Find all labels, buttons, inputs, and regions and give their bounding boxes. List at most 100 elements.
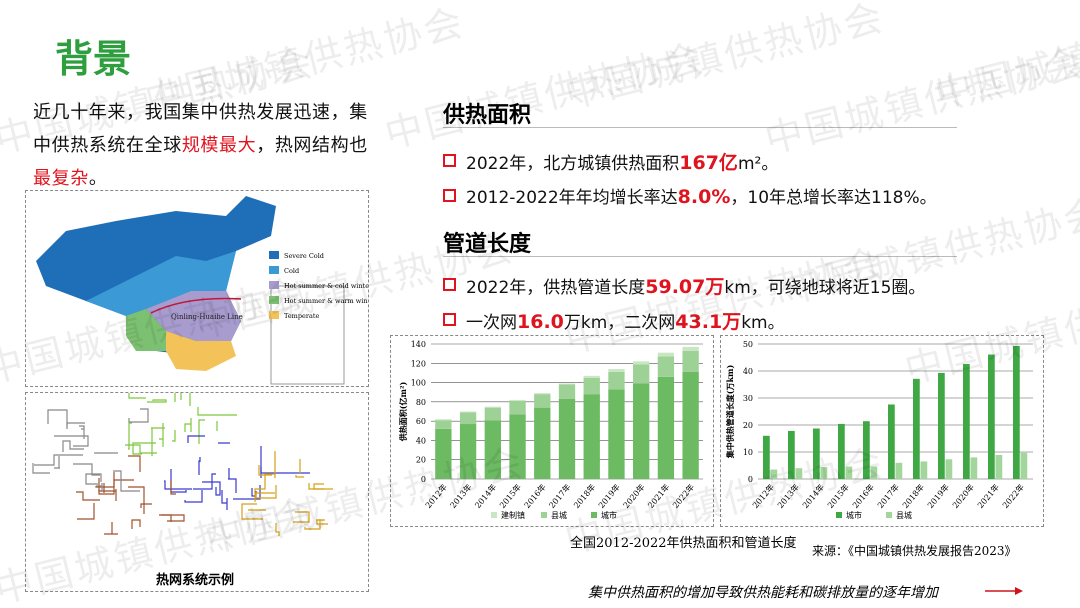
- y-tick-label: 0: [421, 475, 426, 484]
- network-caption: 热网系统示例: [156, 573, 235, 588]
- watermark: 中国城镇供热协会: [930, 0, 1080, 117]
- bullet-square: [443, 278, 456, 291]
- bullet-text: 一次网16.0万km，二次网43.1万km。: [466, 307, 785, 334]
- bar-segment: [682, 350, 699, 372]
- pipe: [180, 391, 191, 406]
- pipe: [73, 463, 100, 476]
- bullet-part: 59.07万: [645, 276, 725, 298]
- pipe: [184, 418, 192, 432]
- bar-segment: [633, 383, 650, 479]
- bar-segment: [484, 420, 501, 479]
- bar-segment: [633, 361, 650, 365]
- map-region: [146, 291, 241, 341]
- pipe: [193, 473, 216, 490]
- pipe: [128, 384, 146, 399]
- legend-swatch: [591, 512, 597, 518]
- bar-segment: [657, 376, 675, 479]
- legend-label: 城市: [846, 510, 862, 520]
- x-tick-label: 2016年: [522, 482, 548, 510]
- bar: [863, 421, 870, 479]
- bullet-part: 2012-2022年年均增长率达: [466, 188, 678, 208]
- intro-part: 。: [88, 168, 108, 189]
- bar-segment: [534, 394, 551, 408]
- pipe: [113, 470, 140, 492]
- legend-swatch: [491, 512, 497, 518]
- x-tick-label: 2021年: [975, 482, 1001, 510]
- bar: [920, 461, 928, 479]
- bar: [913, 378, 920, 479]
- pipe: [79, 425, 85, 439]
- pipe: [34, 454, 83, 466]
- bar-segment: [435, 428, 452, 479]
- bar: [763, 435, 770, 479]
- bar-segment: [558, 398, 576, 479]
- pipe: [304, 519, 321, 530]
- bullet-square: [443, 189, 456, 202]
- bullet-part: km，可绕地球将近15圈。: [724, 278, 926, 298]
- bar-segment: [509, 399, 526, 401]
- legend-swatch: [269, 266, 279, 274]
- bar-segment: [583, 394, 600, 479]
- bar-segment: [558, 383, 576, 385]
- y-tick-label: 60: [416, 417, 426, 426]
- pipe: [295, 475, 304, 478]
- pipe: [140, 503, 152, 508]
- pipe: [77, 503, 95, 520]
- legend-label: Cold: [284, 267, 299, 275]
- y-axis-label: 集中供热管道长度(万km): [725, 364, 735, 459]
- pipe: [125, 444, 157, 454]
- legend-swatch: [269, 296, 279, 304]
- bar: [945, 459, 953, 479]
- bar-segment: [633, 364, 650, 384]
- source: 来源：《中国城镇供热发展报告2023》: [812, 544, 1017, 558]
- bullet-part: m²。: [737, 154, 779, 174]
- watermark: 中国城镇供热协会: [900, 269, 1080, 392]
- bar: [1013, 345, 1020, 479]
- bullet-part: 2022年，供热管道长度: [466, 278, 646, 298]
- bar: [1020, 452, 1028, 479]
- bar-segment: [682, 371, 699, 479]
- bar-segment: [509, 414, 526, 479]
- pipe: [260, 467, 310, 474]
- pipe: [241, 503, 263, 520]
- pipe: [54, 456, 60, 469]
- bar: [963, 363, 970, 479]
- legend-swatch: [836, 512, 842, 518]
- map-line-label: Qinling-Huaihe Line: [171, 313, 243, 321]
- bar-segment: [558, 384, 576, 399]
- legend-label: 县城: [551, 511, 567, 520]
- climate-map: Qinling-Huaihe Line Severe Cold Cold Hot s…: [36, 196, 378, 385]
- pipe: [66, 422, 85, 429]
- legend-swatch: [269, 311, 279, 319]
- divider: [443, 127, 957, 128]
- pipe: [159, 514, 172, 522]
- bullet-text: 2022年，供热管道长度59.07万km，可绕地球将近15圈。: [466, 272, 925, 299]
- legend-label: Severe Cold: [284, 252, 324, 260]
- network-box: 热网系统示例: [25, 384, 369, 592]
- qinling-line: [150, 297, 242, 314]
- x-tick-label: 2020年: [950, 482, 976, 510]
- bar-segment: [459, 412, 477, 425]
- pipe: [128, 455, 141, 472]
- intro-part: 最复杂: [33, 168, 89, 189]
- pipe: [47, 409, 68, 427]
- pipe: [164, 480, 192, 490]
- bullet-square: [443, 154, 456, 167]
- bullet-part: ，10年总增长率达118%。: [730, 188, 937, 208]
- pipe: [32, 463, 50, 474]
- pipe: [275, 523, 280, 536]
- bar: [870, 466, 878, 479]
- bullet-part: 167亿: [679, 152, 738, 174]
- bar: [895, 462, 903, 479]
- pipe: [258, 465, 272, 476]
- bar-segment: [608, 369, 625, 372]
- intro-text: 近几十年来，我国集中供热发展迅速，集中供热系统在全球规模最大，热网结构也最复杂。: [33, 96, 378, 195]
- intro-part: 近几十年来，我国集中供热发展迅速，集中供热系统在全球: [33, 102, 368, 156]
- pipe: [184, 490, 203, 503]
- section-heading: 供热面积: [443, 103, 532, 128]
- pipe: [62, 440, 84, 452]
- x-tick-label: 2018年: [900, 482, 926, 510]
- bullet-part: 43.1万: [675, 311, 742, 333]
